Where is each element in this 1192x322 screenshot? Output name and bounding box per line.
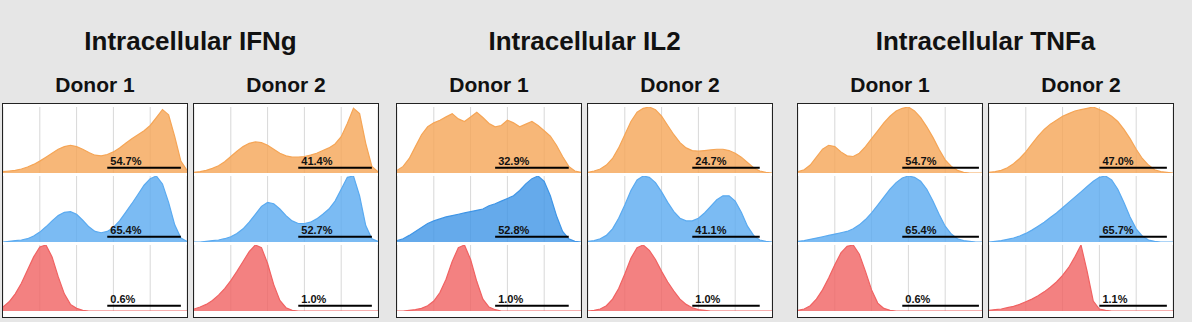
svg-text:65.4%: 65.4%	[905, 224, 936, 236]
html-text:Donor 1: Donor 1	[449, 73, 529, 96]
svg-text:65.4%: 65.4%	[110, 224, 141, 236]
svg-text:1.0%: 1.0%	[301, 293, 326, 305]
html-text:Intracellular IL2: Intracellular IL2	[488, 26, 681, 56]
svg-text:41.1%: 41.1%	[695, 224, 726, 236]
svg-text:47.0%: 47.0%	[1102, 155, 1133, 167]
svg-text:0.6%: 0.6%	[905, 293, 930, 305]
html-text:Intracellular TNFa: Intracellular TNFa	[875, 26, 1096, 56]
html-text:Donor 2: Donor 2	[1041, 73, 1121, 96]
svg-text:32.9%: 32.9%	[498, 155, 529, 167]
svg-text:24.7%: 24.7%	[695, 155, 726, 167]
svg-text:52.8%: 52.8%	[498, 224, 529, 236]
svg-text:1.0%: 1.0%	[695, 293, 720, 305]
html-text:Donor 2: Donor 2	[246, 73, 326, 96]
svg-text:54.7%: 54.7%	[905, 155, 936, 167]
html-text:Donor 1: Donor 1	[850, 73, 930, 96]
svg-text:1.1%: 1.1%	[1102, 293, 1127, 305]
svg-text:41.4%: 41.4%	[301, 155, 332, 167]
svg-text:54.7%: 54.7%	[110, 155, 141, 167]
html-text:Donor 1: Donor 1	[55, 73, 135, 96]
svg-text:65.7%: 65.7%	[1102, 224, 1133, 236]
html-text:Donor 2: Donor 2	[640, 73, 720, 96]
html-text:Intracellular IFNg: Intracellular IFNg	[84, 26, 297, 56]
svg-text:52.7%: 52.7%	[301, 224, 332, 236]
svg-text:1.0%: 1.0%	[498, 293, 523, 305]
svg-text:0.6%: 0.6%	[110, 293, 135, 305]
